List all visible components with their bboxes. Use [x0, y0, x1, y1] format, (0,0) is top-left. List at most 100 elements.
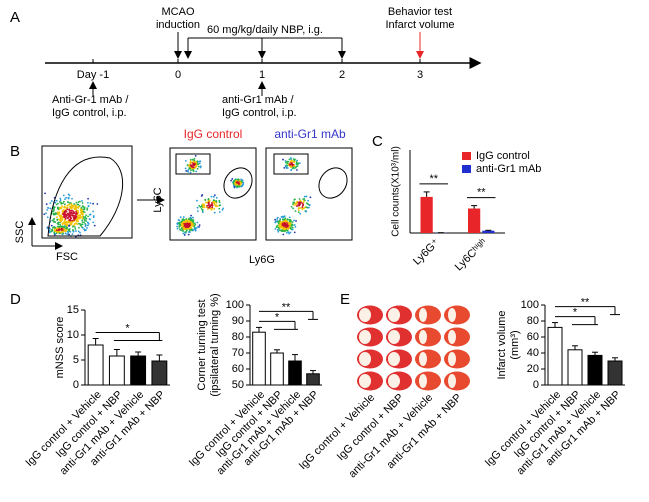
- flow-dot: [284, 160, 287, 162]
- flow-dot: [67, 232, 70, 234]
- y-axis-label: Corner turning test: [196, 299, 208, 390]
- flow-dot: [294, 225, 297, 228]
- flow-dot: [195, 170, 198, 173]
- flow-dot: [289, 227, 292, 230]
- flow-dot: [189, 216, 192, 219]
- flow-dot: [68, 202, 71, 204]
- flow-dot: [213, 211, 216, 214]
- flow-dot: [286, 225, 289, 228]
- legend-swatch: [462, 165, 471, 173]
- flow-dot: [192, 169, 194, 171]
- infarct: [388, 352, 400, 366]
- flow-dot: [68, 225, 70, 227]
- flow-dot: [43, 213, 46, 216]
- infarct: [448, 374, 456, 388]
- y-axis-label: (ipsilateral turning %): [209, 293, 221, 396]
- flow-dot: [70, 203, 73, 205]
- flow-dot: [65, 228, 68, 231]
- infarct: [388, 374, 400, 388]
- flow-dot: [182, 224, 185, 226]
- flow-dot: [46, 208, 49, 211]
- flow-dot: [79, 208, 82, 210]
- flow-dot: [207, 208, 209, 210]
- flow-dot: [184, 231, 187, 233]
- flow-dot: [230, 179, 233, 182]
- day-label: 3: [417, 69, 423, 81]
- flow-dot: [76, 217, 79, 220]
- flow-dot: [189, 224, 192, 226]
- flow-dot: [295, 205, 298, 208]
- flow-dot: [202, 205, 205, 208]
- flow-dot: [183, 234, 186, 236]
- flow-dot: [83, 228, 86, 231]
- flow-dot: [188, 218, 191, 221]
- infarct: [448, 308, 456, 322]
- plot-frame: [41, 145, 133, 239]
- flow-dot: [57, 231, 60, 234]
- flow-dot: [179, 228, 181, 231]
- flow-dot: [287, 223, 290, 225]
- flow-dot: [241, 179, 244, 181]
- day-label: 0: [175, 69, 181, 81]
- significance-label: *: [573, 307, 578, 319]
- flow-dot: [53, 232, 56, 235]
- flow-dot: [215, 202, 218, 204]
- flow-dot: [180, 220, 183, 223]
- flow-dot: [218, 207, 221, 210]
- flow-dot: [292, 158, 295, 160]
- flow-dot: [286, 229, 289, 232]
- flow-dot: [280, 221, 282, 224]
- flow-dot: [182, 216, 185, 218]
- y-tick-label: 90: [232, 315, 244, 327]
- infarct: [388, 330, 400, 344]
- flow-dot: [63, 215, 66, 218]
- gate: [47, 156, 124, 237]
- flow-dot: [178, 222, 180, 225]
- y-tick-label: 100: [226, 299, 244, 311]
- flow-dot: [291, 226, 294, 229]
- flow-dot: [92, 221, 95, 224]
- flow-dot: [59, 218, 62, 221]
- flow-dot: [212, 199, 215, 202]
- flow-dot: [294, 210, 297, 213]
- flow-dot: [289, 222, 292, 225]
- flow-dot: [87, 197, 89, 200]
- flow-dot: [75, 230, 77, 232]
- flow-dot: [190, 219, 192, 222]
- flow-dot: [86, 224, 89, 227]
- axis-label: Ly6G: [249, 254, 275, 266]
- flow-dot: [67, 217, 69, 219]
- flow-dot: [83, 207, 86, 210]
- bar: [547, 326, 563, 386]
- flow-dot: [189, 160, 192, 163]
- flow-dot: [296, 169, 298, 171]
- flow-dot: [81, 223, 84, 226]
- flow-dot: [55, 199, 58, 202]
- flow-dot: [305, 210, 308, 213]
- panel-label: D: [10, 291, 21, 308]
- event-label: Behavior test: [388, 6, 452, 18]
- flow-dot: [71, 233, 74, 236]
- flow-dot: [66, 208, 69, 211]
- flow-dot: [289, 166, 292, 169]
- flow-dot: [200, 195, 203, 197]
- flow-dot: [183, 222, 186, 225]
- flow-dot: [290, 205, 293, 208]
- flow-dot: [199, 165, 202, 168]
- flow-dot: [289, 164, 291, 166]
- flow-dot: [189, 158, 192, 161]
- plot-frame: [169, 147, 257, 241]
- panel-label: A: [10, 9, 20, 26]
- flow-dot: [285, 226, 288, 229]
- flow-dot: [293, 219, 295, 222]
- flow-dot: [69, 230, 72, 233]
- flow-dot: [301, 208, 304, 211]
- flow-dot: [52, 226, 54, 229]
- flow-dot: [299, 201, 302, 204]
- flow-dot: [282, 221, 284, 223]
- flow-dot: [307, 206, 310, 209]
- flow-dot: [305, 202, 308, 205]
- flow-dot: [305, 195, 308, 198]
- flow-dot: [280, 225, 283, 227]
